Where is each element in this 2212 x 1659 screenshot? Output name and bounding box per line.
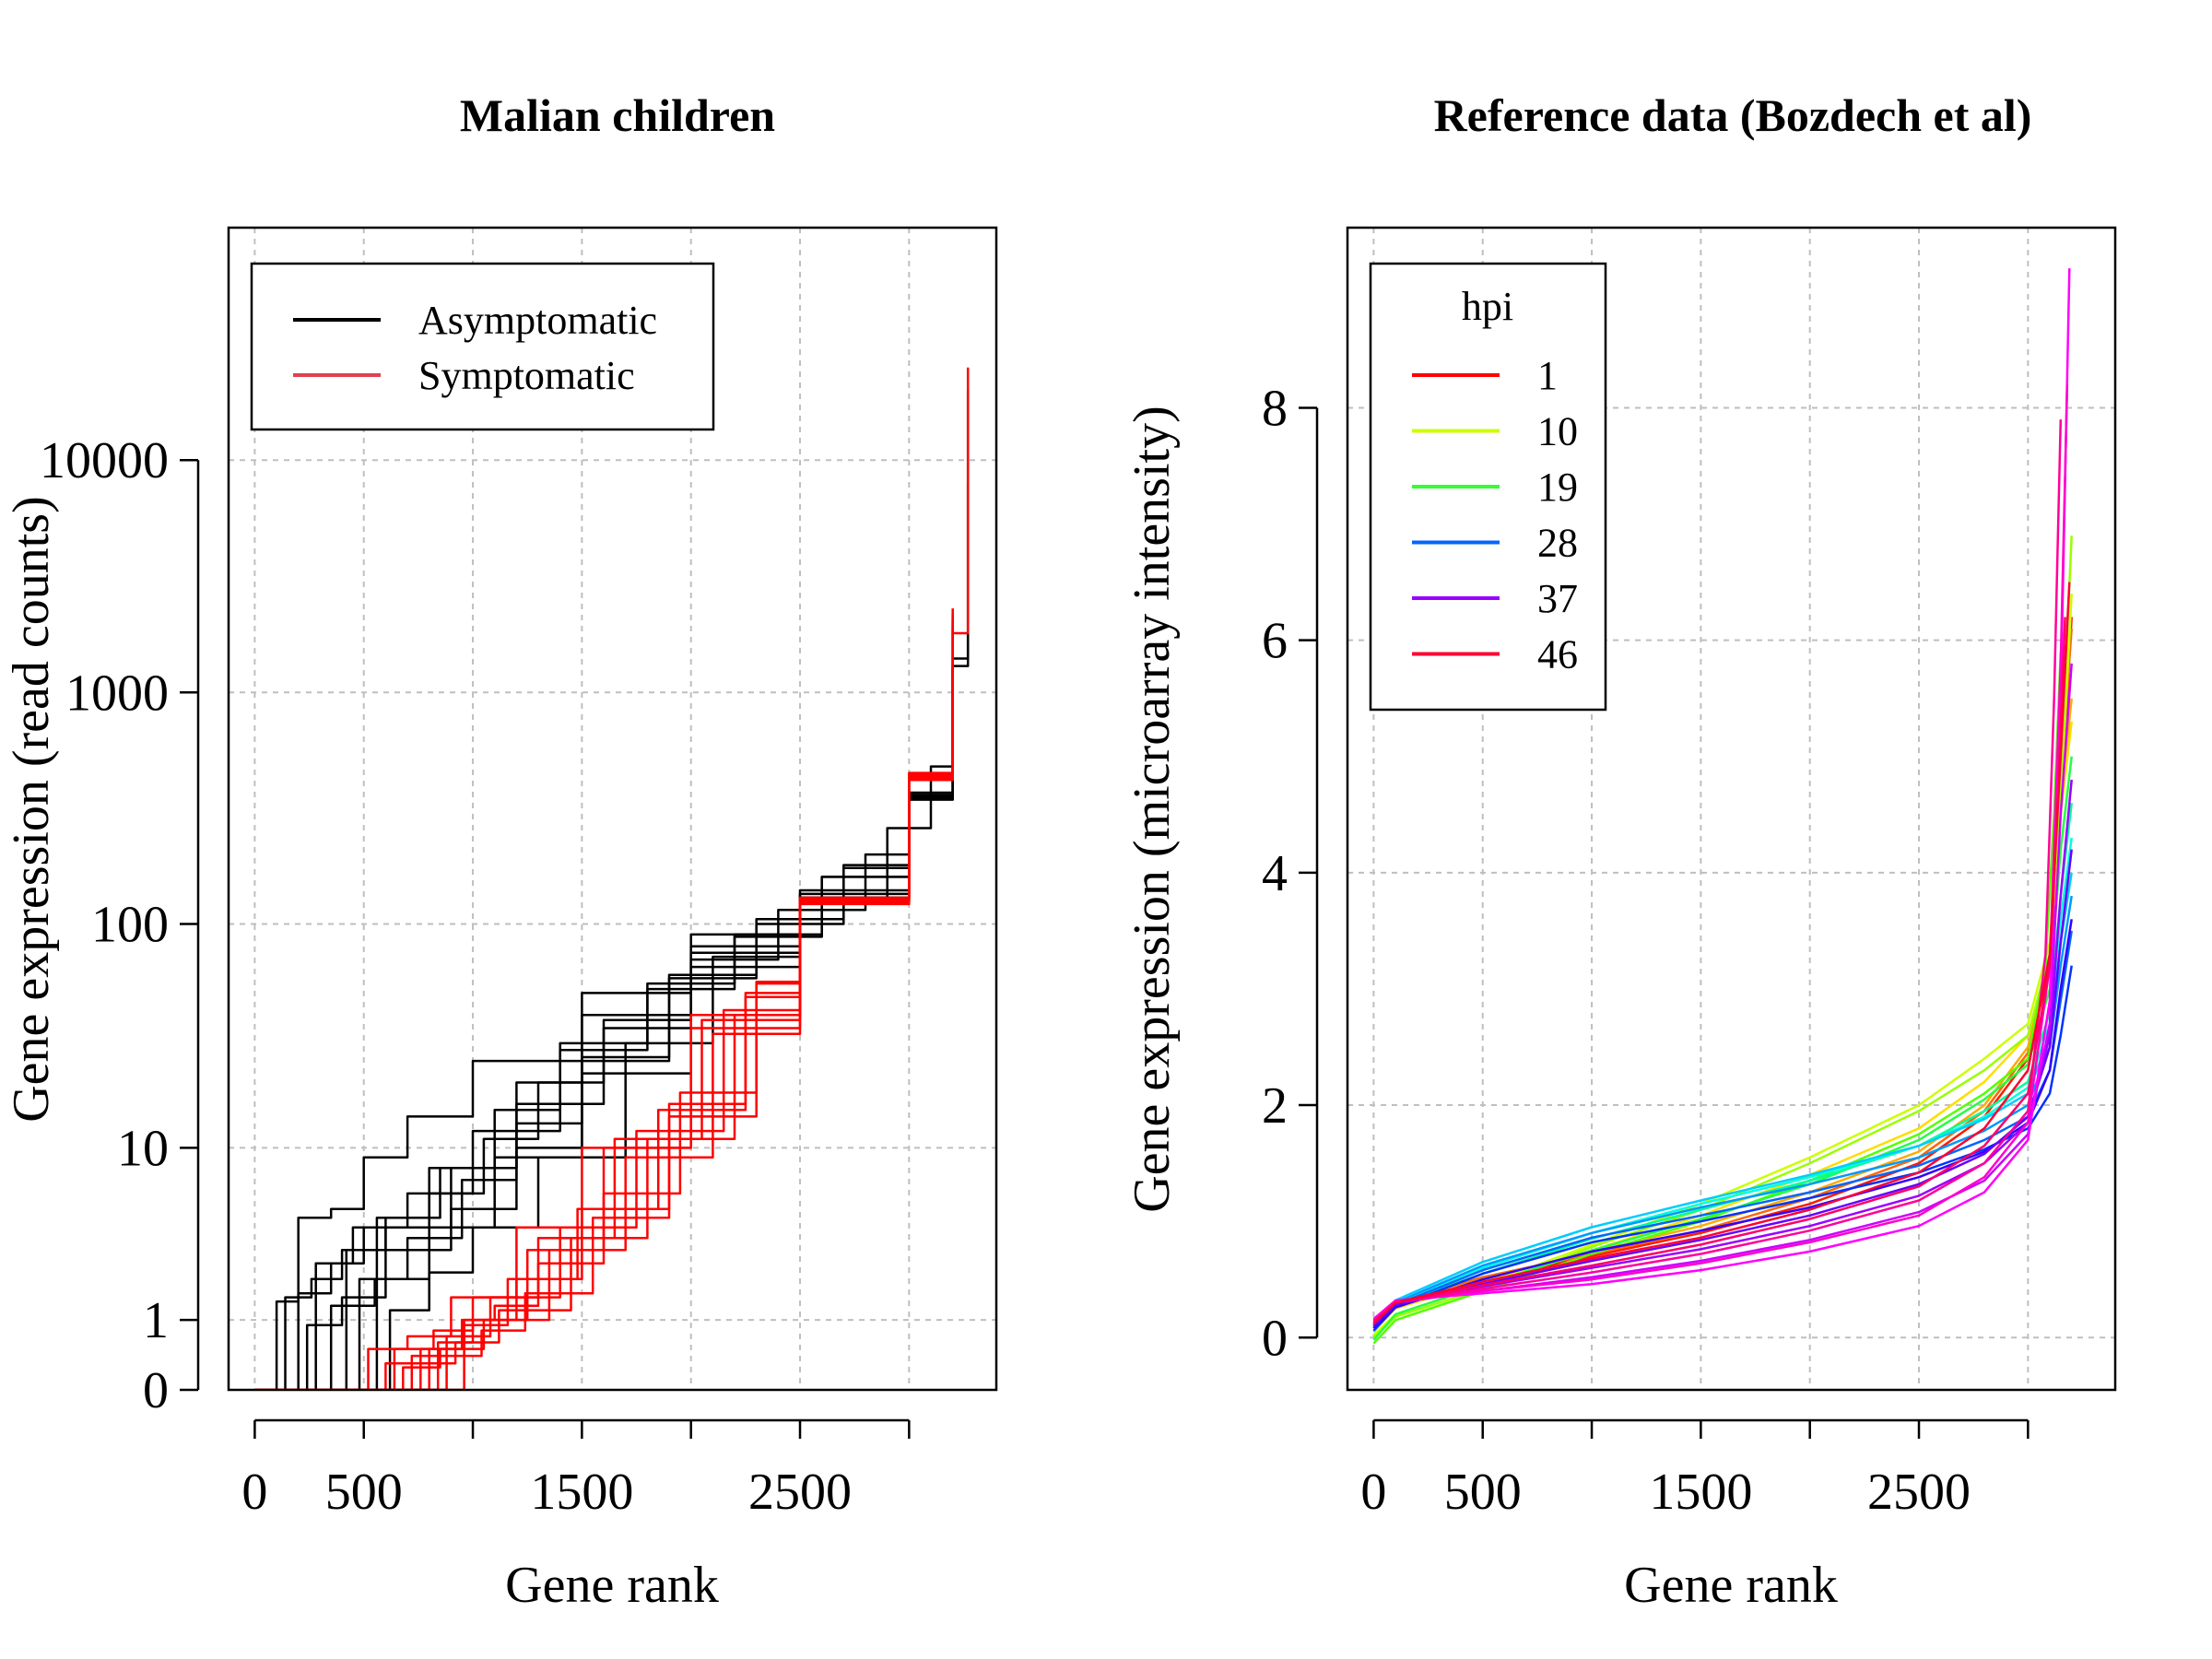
left-y-axis-label: Gene expression (read counts) [3,496,60,1123]
right-x-axis-label: Gene rank [1624,1557,1838,1614]
right-legend-title: hpi [1462,284,1513,329]
right-y-tick-label-0: 0 [1262,1310,1288,1367]
legend-label-symptomatic: Symptomatic [418,353,635,398]
right-series-line-22 [1372,582,2071,1325]
right-series-lines [1372,268,2073,1345]
hpi-legend-label-19: 19 [1537,465,1578,510]
right-y-axis: 0 2 4 6 8 [1262,380,1319,1367]
right-series-line-20 [1372,419,2063,1323]
left-series-line-8 [254,664,954,1390]
right-x-tick-label-5: 2500 [1867,1464,1971,1521]
left-y-axis: 0 1 10 100 1000 10000 [40,432,200,1419]
left-legend-box [250,262,715,431]
right-y-axis-label: Gene expression (microarray intensity) [1124,406,1181,1212]
hpi-legend-label-10: 10 [1537,409,1578,454]
left-y-tick-label-5: 10000 [40,432,169,489]
left-chart: Malian children 0 500 1500 2500 0 1 10 100 1000… [3,89,998,1614]
left-y-tick-label-3: 100 [91,897,169,954]
left-y-tick-label-2: 10 [117,1120,169,1177]
right-y-tick-label-1: 2 [1262,1077,1288,1135]
right-series-line-13 [1372,965,2073,1332]
left-plot-frame [227,226,998,1392]
right-legend: hpi 1 10 19 28 37 46 [1369,262,1607,712]
left-series-line-9 [254,669,954,1390]
left-legend: Asymptomatic Symptomatic [250,262,715,431]
right-chart: Reference data (Bozdech et al) 0 500 1500 2… [1124,89,2117,1614]
right-y-tick-label-3: 6 [1262,613,1288,670]
left-series-lines [254,367,970,1390]
hpi-legend-label-28: 28 [1537,521,1578,566]
left-x-axis-label: Gene rank [505,1557,719,1614]
left-chart-title: Malian children [460,89,775,141]
right-y-tick-label-4: 8 [1262,380,1288,437]
left-x-axis: 0 500 1500 2500 [241,1418,911,1521]
right-y-tick-label-2: 4 [1262,845,1288,902]
left-series-line-10 [254,367,970,1390]
hpi-legend-label-1: 1 [1537,353,1558,398]
left-y-tick-label-1: 1 [143,1292,169,1349]
left-series-line-15 [254,618,954,1390]
left-x-tick-label-0: 0 [241,1464,267,1521]
left-series-group [254,367,970,1390]
right-plot-frame [1346,226,2117,1392]
right-series-group [1372,268,2073,1345]
left-x-tick-label-3: 1500 [530,1464,633,1521]
right-x-tick-label-1: 500 [1444,1464,1522,1521]
left-series-line-18 [254,619,954,1390]
left-y-tick-label-0: 0 [143,1362,169,1419]
right-legend-items: 1 10 19 28 37 46 [1412,353,1578,677]
right-x-tick-label-0: 0 [1360,1464,1386,1521]
left-series-line-19 [254,615,954,1390]
left-x-tick-label-5: 2500 [748,1464,852,1521]
hpi-legend-label-37: 37 [1537,576,1578,621]
left-x-tick-label-1: 500 [325,1464,403,1521]
left-series-line-6 [254,665,954,1390]
legend-label-asymptomatic: Asymptomatic [418,298,657,343]
left-y-tick-label-4: 1000 [65,665,169,722]
hpi-legend-label-46: 46 [1537,632,1578,677]
right-x-axis: 0 500 1500 2500 [1360,1418,2030,1521]
right-chart-title: Reference data (Bozdech et al) [1434,89,2032,141]
right-x-tick-label-3: 1500 [1649,1464,1752,1521]
